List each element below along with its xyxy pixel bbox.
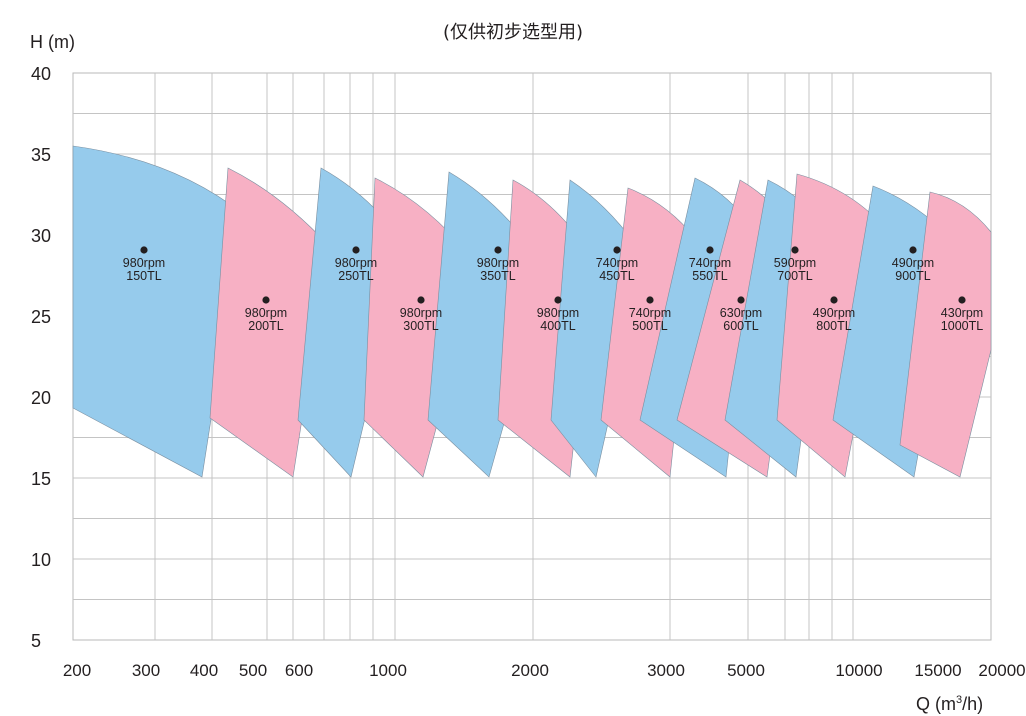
operating-point-400tl [554,296,562,304]
region-speed-label: 980rpm [245,306,287,320]
y-tick-label: 10 [31,550,51,570]
region-model-label: 700TL [777,269,812,283]
x-axis-label-main: Q (m [916,694,956,714]
x-tick-label: 5000 [727,661,765,680]
y-tick-label: 30 [31,226,51,246]
y-axis-label: H (m) [30,32,75,52]
operating-point-700tl [791,246,799,254]
x-axis-label-sup: 3 [956,694,963,706]
operating-point-200tl [262,296,270,304]
y-tick-label: 20 [31,388,51,408]
region-model-label: 450TL [599,269,634,283]
operating-point-350tl [494,246,502,254]
region-model-label: 500TL [632,319,667,333]
region-speed-label: 630rpm [720,306,762,320]
region-speed-label: 490rpm [892,256,934,270]
region-speed-label: 980rpm [400,306,442,320]
region-model-label: 400TL [540,319,575,333]
region-speed-label: 740rpm [689,256,731,270]
region-model-label: 800TL [816,319,851,333]
x-tick-label: 600 [285,661,313,680]
region-model-label: 600TL [723,319,758,333]
region-model-label: 250TL [338,269,373,283]
operating-point-900tl [909,246,917,254]
region-speed-label: 980rpm [335,256,377,270]
tick-labels: 40 35 30 25 20 15 10 5 200 300 400 500 600 1000 2000 30… [31,64,1026,680]
region-speed-label: 980rpm [477,256,519,270]
region-speed-label: 490rpm [813,306,855,320]
operating-point-600tl [737,296,745,304]
region-model-label: 550TL [692,269,727,283]
region-1000tl [899,191,992,478]
operating-point-450tl [613,246,621,254]
operating-point-500tl [646,296,654,304]
operating-point-150tl [140,246,148,254]
x-tick-label: 500 [239,661,267,680]
y-tick-label: 40 [31,64,51,84]
x-tick-label: 15000 [914,661,961,680]
region-model-label: 350TL [480,269,515,283]
y-tick-label: 15 [31,469,51,489]
region-speed-label: 590rpm [774,256,816,270]
region-speed-label: 740rpm [596,256,638,270]
region-model-label: 900TL [895,269,930,283]
region-model-label: 1000TL [941,319,983,333]
operating-point-300tl [417,296,425,304]
x-tick-label: 20000 [978,661,1025,680]
region-speed-label: 740rpm [629,306,671,320]
region-speed-label: 980rpm [123,256,165,270]
region-speed-label: 430rpm [941,306,983,320]
x-tick-label: 300 [132,661,160,680]
region-model-label: 150TL [126,269,161,283]
x-tick-label: 400 [190,661,218,680]
x-axis-label: Q (m3/h) [916,694,983,715]
x-tick-label: 200 [63,661,91,680]
x-tick-label: 3000 [647,661,685,680]
region-model-label: 200TL [248,319,283,333]
x-tick-label: 10000 [835,661,882,680]
y-tick-label: 5 [31,631,41,651]
y-tick-label: 35 [31,145,51,165]
operating-point-250tl [352,246,360,254]
pump-regions [72,145,992,478]
operating-point-1000tl [958,296,966,304]
operating-point-800tl [830,296,838,304]
operating-point-550tl [706,246,714,254]
x-axis-label-tail: /h) [962,694,984,714]
region-model-label: 300TL [403,319,438,333]
chart-note: (仅供初步选型用) [442,22,584,43]
x-tick-label: 1000 [369,661,407,680]
y-tick-label: 25 [31,307,51,327]
pump-labels: 980rpm150TL980rpm200TL980rpm250TL980rpm3… [123,246,983,333]
region-speed-label: 980rpm [537,306,579,320]
x-tick-label: 2000 [511,661,549,680]
